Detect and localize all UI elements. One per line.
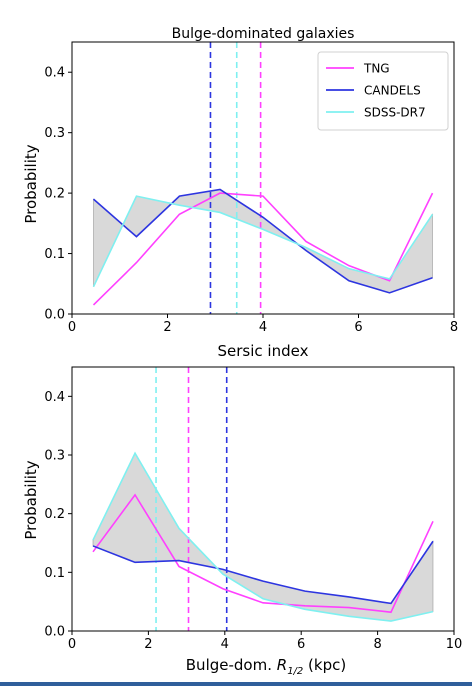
y-tick-label: 0.0 (44, 308, 65, 323)
series-line-sdss-dr7 (92, 451, 434, 622)
y-tick-label: 0.3 (44, 126, 65, 141)
panel-title: Bulge-dominated galaxies (172, 26, 355, 42)
x-axis-label-sub: 1/2 (287, 666, 303, 677)
fill-between-band (92, 452, 434, 622)
y-axis-label: Probability (22, 460, 40, 539)
series-line-sdss-dr7 (92, 195, 434, 288)
x-tick-label: 4 (221, 637, 229, 652)
panel-bulge-radius: 0 2 4 6 8 10 0.0 0.1 0.2 0.3 0.4 Bulge-dom. R1/2 (… (22, 366, 463, 677)
x-tick-label: 10 (446, 637, 463, 652)
x-tick-label: 6 (297, 637, 305, 652)
x-axis-label: Sersic index (218, 342, 309, 360)
series-line-candels (92, 188, 433, 294)
legend-label: CANDELS (364, 84, 421, 98)
x-axis-label-symbol: R (277, 656, 287, 674)
x-tick-label: 2 (163, 320, 171, 335)
x-tick-label: 0 (68, 637, 76, 652)
x-tick-label: 8 (450, 320, 458, 335)
legend-label: SDSS-DR7 (364, 106, 426, 120)
x-axis-label-main: Bulge-dom. (186, 656, 277, 674)
legend-box (317, 51, 449, 131)
legend: TNG CANDELS SDSS-DR7 (317, 51, 449, 131)
y-tick-label: 0.1 (44, 247, 65, 262)
x-axis-label-unit: (kpc) (303, 656, 346, 674)
y-tick-label: 0.4 (44, 390, 65, 405)
y-tick-label: 0.2 (44, 187, 65, 202)
y-axis-label: Probability (22, 144, 40, 223)
series-line-tng (92, 493, 434, 614)
y-tick-label: 0.3 (44, 449, 65, 464)
x-tick-label: 4 (259, 320, 267, 335)
x-axis-label: Bulge-dom. R1/2 (kpc) (186, 656, 346, 677)
bottom-border-bar (0, 682, 472, 686)
axes-frame (71, 366, 455, 632)
x-tick-label: 8 (373, 637, 381, 652)
x-tick-label: 2 (144, 637, 152, 652)
series-line-candels (92, 540, 434, 605)
y-tick-label: 0.2 (44, 507, 65, 522)
x-tick-label: 6 (354, 320, 362, 335)
y-tick-label: 0.0 (44, 625, 65, 640)
y-tick-label: 0.4 (44, 66, 65, 81)
x-tick-label: 0 (68, 320, 76, 335)
panel-sersic-index: Bulge-dominated galaxies 0 2 4 6 8 0.0 0.1 0.2 0… (22, 26, 458, 360)
y-tick-label: 0.1 (44, 566, 65, 581)
legend-label: TNG (363, 62, 390, 76)
